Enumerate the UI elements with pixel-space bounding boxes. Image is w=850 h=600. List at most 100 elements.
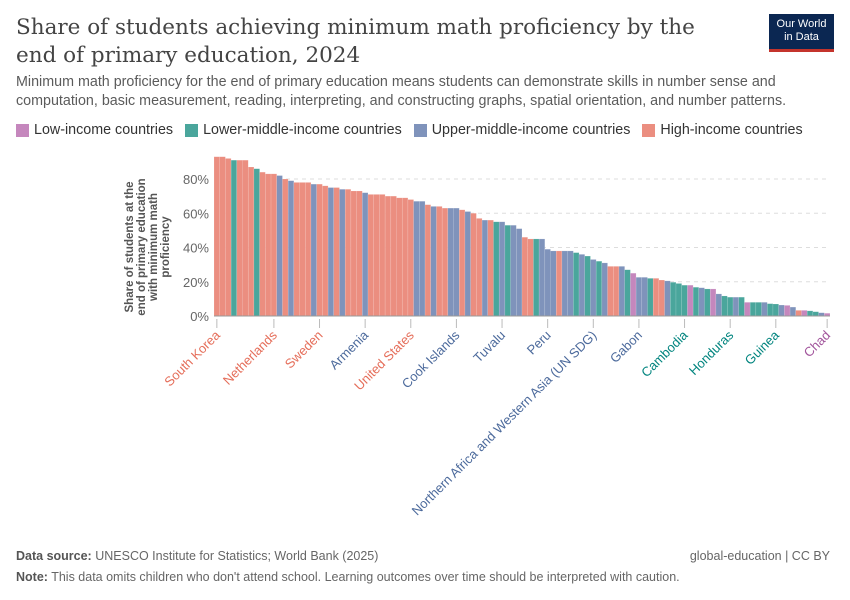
bar xyxy=(430,206,437,317)
bar xyxy=(299,182,306,317)
license[interactable]: global-education | CC BY xyxy=(689,549,830,563)
source-text[interactable]: UNESCO Institute for Statistics; World B… xyxy=(95,549,379,563)
bar xyxy=(270,173,277,317)
bar xyxy=(567,250,574,317)
bar xyxy=(533,238,540,317)
x-tick-label: Gabon xyxy=(607,328,645,366)
bar xyxy=(590,259,597,317)
bar xyxy=(675,283,682,317)
bar xyxy=(367,194,374,317)
bar xyxy=(476,218,483,317)
bar xyxy=(305,182,312,317)
bar xyxy=(236,159,243,317)
bar xyxy=(641,277,648,317)
x-tick-label: Tuvalu xyxy=(470,328,508,366)
bar xyxy=(732,296,739,317)
legend: Low-income countries Lower-middle-income … xyxy=(16,122,803,138)
legend-item[interactable]: Lower-middle-income countries xyxy=(185,122,402,138)
bar xyxy=(652,278,660,317)
bar xyxy=(362,192,369,317)
bar xyxy=(247,166,255,317)
bar xyxy=(795,310,802,317)
y-tick-label: 0% xyxy=(190,309,209,324)
chart-title: Share of students achieving minimum math… xyxy=(16,15,695,68)
x-tick-label: Guinea xyxy=(742,327,783,368)
bar xyxy=(573,252,580,317)
bar xyxy=(441,207,449,317)
bar xyxy=(493,221,500,317)
bar xyxy=(356,190,363,317)
bar xyxy=(419,201,426,317)
x-tick-label: South Korea xyxy=(161,327,223,389)
note-label: Note: xyxy=(16,570,48,584)
bar xyxy=(316,183,323,317)
x-tick-label: Armenia xyxy=(326,327,371,372)
bar xyxy=(698,287,705,317)
bar xyxy=(658,279,665,317)
bar xyxy=(384,195,392,317)
bar xyxy=(584,255,591,317)
legend-label: Low-income countries xyxy=(34,122,174,138)
bar xyxy=(242,159,249,317)
bar xyxy=(801,310,808,317)
legend-item[interactable]: Upper-middle-income countries xyxy=(413,122,631,138)
legend-swatch xyxy=(413,123,427,137)
bar xyxy=(464,211,471,317)
bar xyxy=(516,228,523,317)
bar xyxy=(498,221,506,317)
bar xyxy=(778,304,785,317)
bar xyxy=(350,190,357,317)
bar xyxy=(487,219,494,317)
y-tick-label: 40% xyxy=(183,241,209,256)
bar xyxy=(259,171,266,317)
x-tick-label: Sweden xyxy=(282,328,326,372)
bar xyxy=(761,302,768,317)
bar xyxy=(344,189,352,317)
bar xyxy=(413,201,420,317)
x-tick-label: Cambodia xyxy=(638,327,691,380)
data-source: Data source: UNESCO Institute for Statis… xyxy=(16,549,378,563)
bar xyxy=(230,159,238,317)
legend-label: Upper-middle-income countries xyxy=(431,122,631,138)
bar xyxy=(481,219,489,317)
logo-line-1: Our World xyxy=(776,18,827,30)
y-axis-title: Share of students at theend of primary e… xyxy=(124,178,172,315)
bar xyxy=(561,250,568,317)
bar xyxy=(436,206,443,317)
bar xyxy=(555,250,563,317)
bar xyxy=(772,303,779,317)
bar xyxy=(287,180,295,317)
bar xyxy=(550,250,557,317)
y-tick-label: 20% xyxy=(183,275,209,290)
bar xyxy=(396,197,403,317)
bar xyxy=(339,189,346,317)
bar xyxy=(709,288,717,317)
bar xyxy=(601,262,608,317)
legend-swatch xyxy=(642,123,656,137)
bar xyxy=(544,248,551,317)
bar xyxy=(727,296,734,317)
bar xyxy=(613,266,620,317)
bar xyxy=(664,280,671,317)
legend-swatch xyxy=(185,123,199,137)
bar xyxy=(310,183,317,317)
legend-label: Lower-middle-income countries xyxy=(203,122,402,138)
legend-swatch xyxy=(16,123,29,137)
bar xyxy=(504,224,511,317)
bar xyxy=(322,185,329,317)
bar xyxy=(538,238,546,317)
bar xyxy=(282,178,289,317)
bar xyxy=(293,182,300,317)
y-tick-label: 60% xyxy=(183,206,209,221)
bar xyxy=(630,272,637,317)
bar xyxy=(459,209,466,317)
legend-item[interactable]: Low-income countries xyxy=(16,122,173,138)
legend-item[interactable]: High-income countries xyxy=(642,122,803,138)
owid-logo[interactable]: Our World in Data xyxy=(769,14,834,52)
bar xyxy=(470,213,477,317)
bar xyxy=(738,296,745,317)
bar xyxy=(749,302,757,317)
bar xyxy=(253,168,260,317)
